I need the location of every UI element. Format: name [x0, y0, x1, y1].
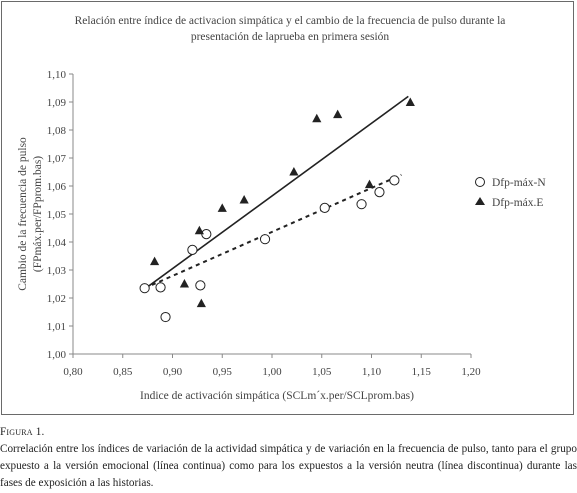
y-tick-label: 1,02: [47, 293, 66, 305]
trendlines: [144, 95, 409, 290]
data-point-emotional: [312, 113, 322, 123]
legend-label-emotional: Dfp-máx.E: [492, 197, 543, 209]
data-point-neutral: [187, 244, 198, 255]
y-axis-title-line-2: (FPmáx.per/FPprom.bas): [32, 156, 44, 272]
data-point-emotional: [217, 203, 227, 212]
chart-title-line-1: Relación entre índice de activacion simp…: [75, 15, 506, 27]
legend-label-neutral: Dfp-máx-N: [492, 177, 546, 189]
y-tick-label: 1,08: [47, 125, 67, 137]
axes: [69, 73, 472, 358]
y-tick-label: 1,10: [47, 69, 67, 81]
x-tick-label: 1,20: [461, 366, 481, 378]
data-point-neutral: [319, 202, 330, 213]
x-tick-labels: 0,80 0,85 0,90 0,95 1,00 1,05 1,10 1,15 1,20: [63, 366, 481, 378]
chart-title: Relación entre índice de activacion simp…: [75, 15, 506, 43]
y-tick-label: 1,03: [47, 265, 67, 277]
data-point-emotional: [239, 195, 249, 204]
trendline-emotional-solid: [147, 95, 409, 288]
x-tick-label: 0,80: [63, 366, 83, 378]
y-tick-label: 1,09: [47, 97, 67, 109]
data-markers: [139, 97, 415, 323]
legend: Dfp-máx-N Dfp-máx.E: [475, 177, 546, 209]
x-tick-label: 0,85: [113, 366, 133, 378]
figure-caption-text: Correlación entre los índices de variaci…: [0, 443, 577, 489]
data-point-neutral: [155, 282, 166, 293]
x-axis-title: Indice de activación simpática (SCLm´x.p…: [140, 390, 414, 402]
x-tick-label: 1,00: [262, 366, 282, 378]
x-tick-label: 0,95: [213, 366, 233, 378]
data-point-neutral: [389, 175, 400, 186]
x-tick-label: 1,05: [312, 366, 332, 378]
data-point-neutral: [139, 283, 150, 294]
y-axis-title: Cambio de la frecuencia de pulso (FPmáx.…: [17, 137, 44, 291]
legend-triangle-icon: [475, 197, 485, 205]
y-tick-label: 1,00: [47, 349, 67, 361]
data-point-neutral: [356, 199, 367, 210]
data-point-emotional: [179, 279, 190, 288]
data-point-emotional: [196, 298, 206, 308]
y-tick-label: 1,01: [47, 321, 66, 333]
data-point-neutral: [259, 234, 271, 245]
data-point-emotional: [194, 225, 204, 235]
x-tick-label: 0,90: [163, 366, 183, 378]
data-point-neutral: [195, 280, 206, 291]
figure-caption: Figura 1. Correlación entre los índices …: [0, 424, 577, 492]
data-point-emotional: [364, 179, 375, 189]
figure-frame: [1, 1, 574, 415]
y-tick-label: 1,04: [47, 237, 67, 249]
legend-circle-icon: [475, 177, 485, 187]
y-axis-title-line-1: Cambio de la frecuencia de pulso: [17, 137, 29, 291]
x-tick-label: 1,10: [362, 366, 382, 378]
data-point-emotional: [405, 97, 415, 107]
figure-label: Figura 1.: [0, 426, 45, 438]
data-point-neutral: [374, 187, 385, 198]
y-tick-labels: 1,00 1,01 1,02 1,03 1,04 1,05 1,06 1,07 1,08 1,09…: [47, 69, 67, 361]
y-tick-label: 1,06: [47, 181, 67, 193]
data-point-emotional: [289, 167, 299, 176]
y-tick-label: 1,05: [47, 209, 67, 221]
y-tick-label: 1,07: [47, 153, 67, 165]
trendline-neutral-dashed: [144, 173, 402, 290]
data-point-neutral: [160, 311, 171, 323]
data-point-emotional: [149, 256, 160, 266]
x-tick-label: 1,15: [412, 366, 432, 378]
data-point-emotional: [333, 109, 343, 119]
chart-title-line-2: presentación de laprueba en primera sesi…: [191, 31, 390, 43]
scatter-chart: Relación entre índice de activacion simp…: [17, 15, 546, 402]
